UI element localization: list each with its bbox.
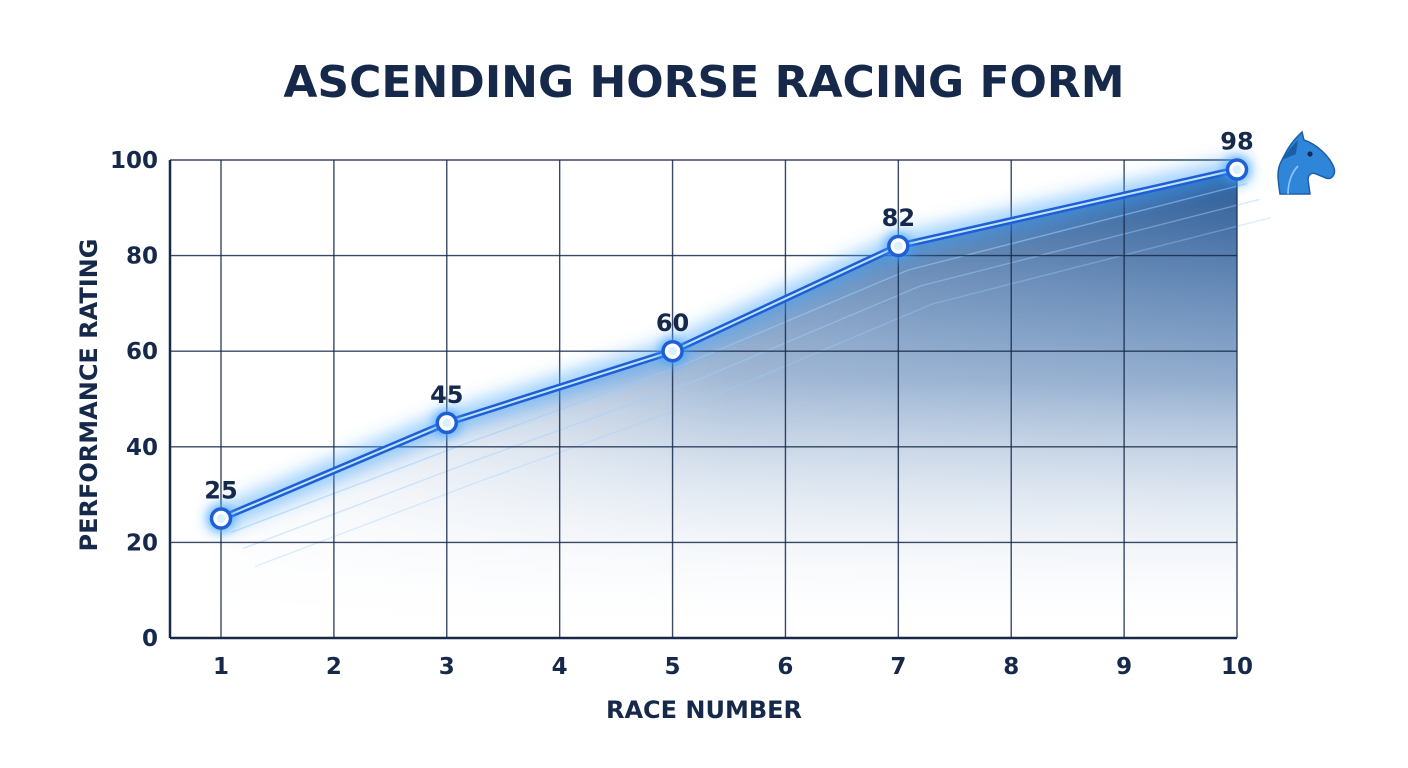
x-tick-label-5: 5 [665, 654, 681, 680]
data-point-7 [884, 232, 913, 261]
y-tick-label-40: 40 [126, 435, 158, 461]
data-label-5: 60 [656, 309, 689, 337]
data-point-core [1232, 165, 1242, 175]
y-tick-label-80: 80 [126, 244, 158, 270]
data-label-7: 82 [882, 204, 915, 232]
data-label-1: 25 [204, 477, 237, 505]
x-tick-labels: 1 2 3 4 5 6 7 8 9 10 [213, 654, 1253, 680]
x-tick-label-2: 2 [326, 654, 342, 680]
data-label-3: 45 [430, 381, 463, 409]
x-tick-label-6: 6 [777, 654, 793, 680]
x-tick-label-4: 4 [552, 654, 568, 680]
circuit-decoration [230, 182, 1272, 568]
data-point-core [216, 514, 226, 523]
y-tick-label-60: 60 [126, 339, 158, 365]
data-point-10 [1223, 155, 1251, 184]
data-labels: 25 45 60 82 98 [204, 128, 1253, 505]
x-tick-label-7: 7 [890, 654, 906, 680]
data-point-3 [432, 408, 461, 437]
chart-title: ASCENDING HORSE RACING FORM [283, 57, 1124, 108]
x-tick-label-3: 3 [439, 654, 455, 680]
circuit-trace [230, 182, 1248, 534]
x-tick-label-8: 8 [1003, 654, 1019, 680]
y-tick-labels: 0 20 40 60 80 100 [110, 148, 158, 652]
circuit-trace [254, 216, 1272, 568]
data-points [207, 155, 1251, 533]
x-tick-label-10: 10 [1221, 654, 1253, 680]
x-axis-title: RACE NUMBER [606, 696, 802, 724]
y-axis-title: PERFORMANCE RATING [75, 239, 103, 552]
y-tick-label-0: 0 [142, 626, 158, 652]
data-point-core [893, 241, 903, 251]
y-tick-label-100: 100 [110, 148, 158, 174]
area-fade [221, 169, 1237, 638]
data-point-5 [658, 337, 687, 366]
horse-head-icon [1277, 130, 1336, 195]
circuit-trace [242, 198, 1260, 550]
x-tick-label-1: 1 [213, 654, 229, 680]
data-point-1 [207, 504, 235, 533]
data-point-core [442, 418, 452, 428]
data-label-10: 98 [1220, 128, 1253, 156]
y-tick-label-20: 20 [126, 530, 158, 556]
data-point-core [668, 346, 678, 356]
x-tick-label-9: 9 [1116, 654, 1132, 680]
